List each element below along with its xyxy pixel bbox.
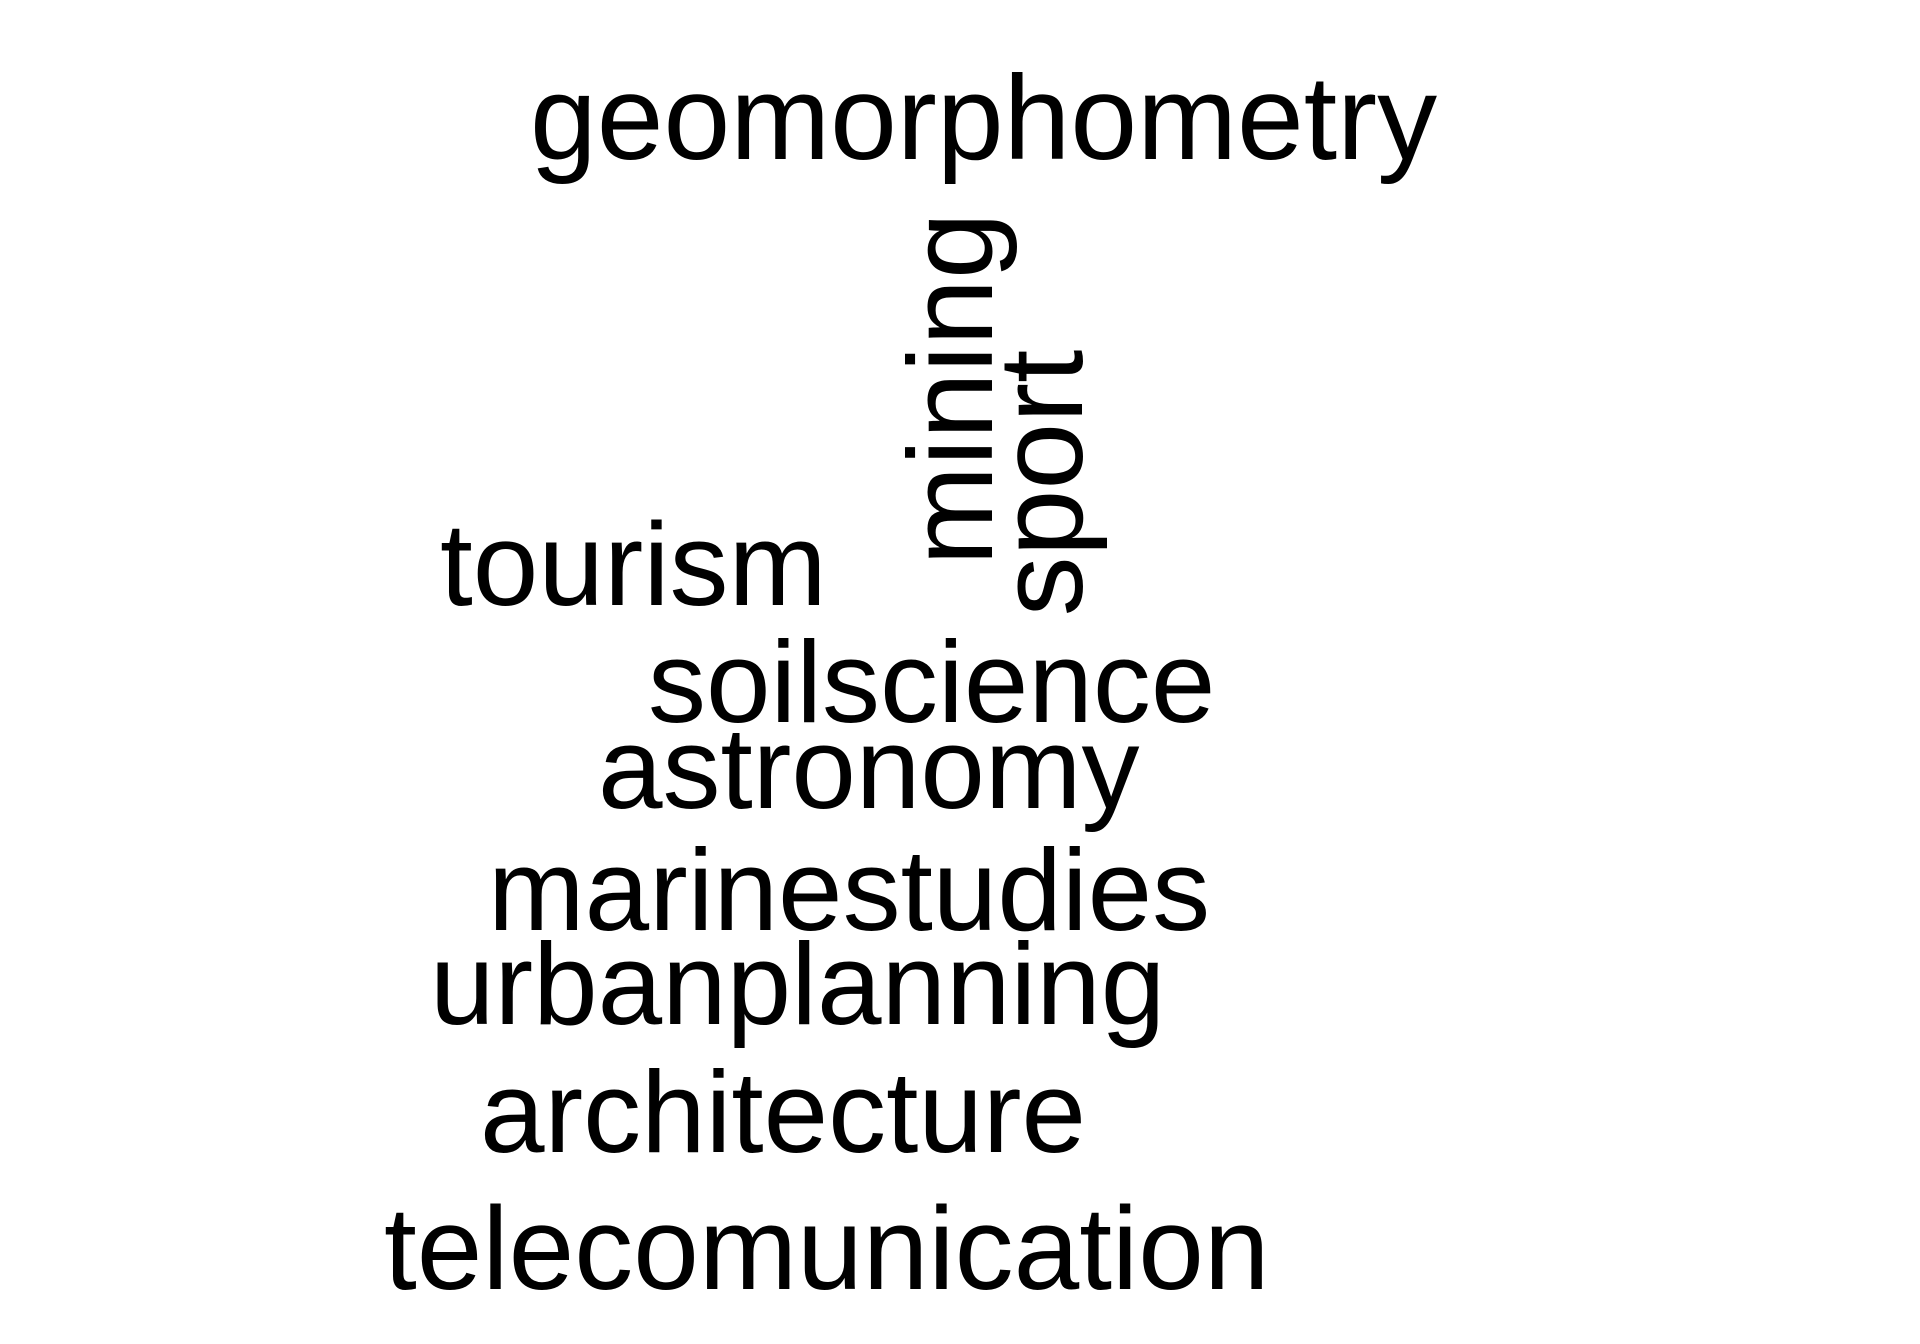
word-marinestudies: marinestudies xyxy=(488,825,1211,955)
word-architecture: architecture xyxy=(480,1047,1087,1177)
word-telecomunication: telecomunication xyxy=(384,1183,1270,1315)
word-soilscience: soilscience xyxy=(648,617,1216,747)
word-astronomy: astronomy xyxy=(598,703,1140,833)
word-sport: sport xyxy=(974,349,1108,617)
word-urbanplanning: urbanplanning xyxy=(430,919,1166,1049)
word-tourism: tourism xyxy=(440,499,827,631)
word-geomorphometry: geomorphometry xyxy=(530,51,1438,185)
